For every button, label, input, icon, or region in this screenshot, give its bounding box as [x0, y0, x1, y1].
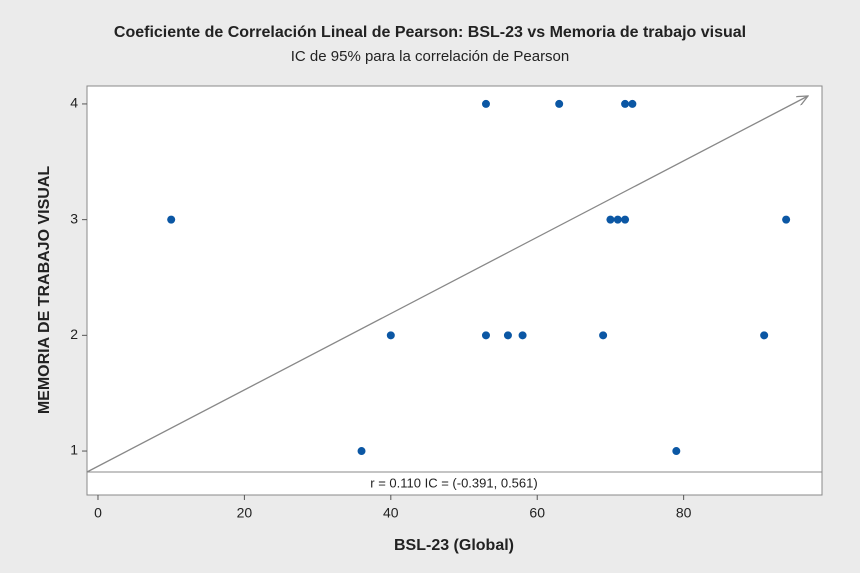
point — [621, 215, 630, 224]
point — [760, 331, 769, 340]
point — [672, 447, 681, 456]
annotation: r = 0.110 IC = (-0.391, 0.561) — [370, 475, 537, 490]
x-tick-label: 80 — [676, 505, 692, 521]
x-tick-label: 0 — [94, 505, 102, 521]
point — [503, 331, 512, 340]
y-axis-label: MEMORIA DE TRABAJO VISUAL — [36, 166, 53, 415]
y-tick-label: 2 — [70, 326, 78, 342]
y-tick-label: 4 — [70, 95, 78, 111]
point — [357, 447, 366, 456]
point — [386, 331, 395, 340]
chart-title: Coeficiente de Correlación Lineal de Pea… — [114, 24, 746, 41]
point — [621, 99, 630, 108]
point — [481, 99, 490, 108]
y-tick-label: 3 — [70, 210, 78, 226]
plot-area — [86, 85, 823, 496]
point — [481, 331, 490, 340]
point — [599, 331, 608, 340]
point — [628, 99, 637, 108]
trend-arrow — [86, 96, 808, 473]
chart-subtitle: IC de 95% para la correlación de Pearson — [291, 48, 570, 65]
point — [167, 215, 176, 224]
x-tick-label: 60 — [529, 505, 545, 521]
point — [782, 215, 791, 224]
point — [613, 215, 622, 224]
point — [555, 99, 564, 108]
y-tick-label: 1 — [70, 442, 78, 458]
x-axis-label: BSL-23 (Global) — [394, 537, 514, 554]
x-tick-label: 40 — [383, 505, 399, 521]
x-tick-label: 20 — [237, 505, 253, 521]
point — [518, 331, 527, 340]
point — [606, 215, 615, 224]
